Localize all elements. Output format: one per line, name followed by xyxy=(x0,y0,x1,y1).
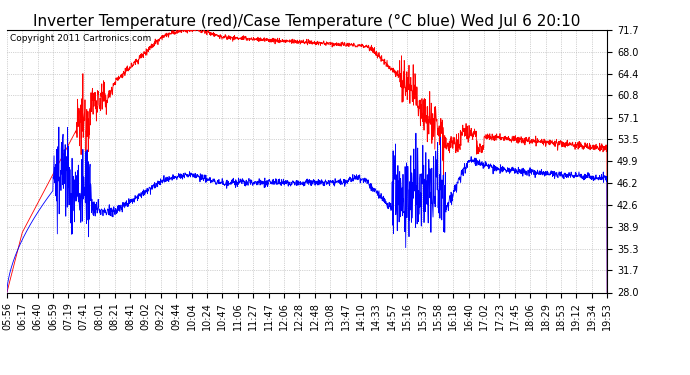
Title: Inverter Temperature (red)/Case Temperature (°C blue) Wed Jul 6 20:10: Inverter Temperature (red)/Case Temperat… xyxy=(33,14,581,29)
Text: Copyright 2011 Cartronics.com: Copyright 2011 Cartronics.com xyxy=(10,34,151,43)
